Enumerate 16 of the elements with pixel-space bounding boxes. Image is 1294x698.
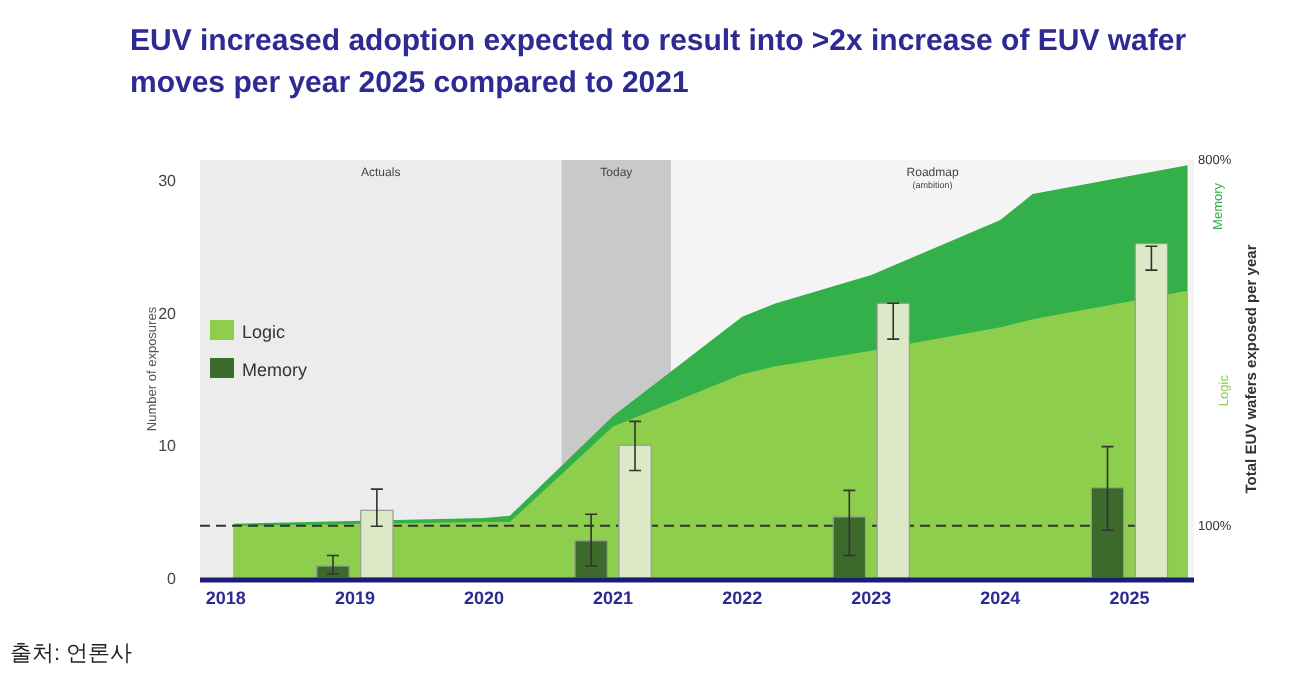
x-tick-label: 2018: [205, 588, 246, 608]
chart-title: EUV increased adoption expected to result into >2x increase of EUV wafer moves per year 2025 compared to 2021: [130, 24, 1187, 100]
source-note: 출처: 언론사: [10, 642, 133, 666]
y-tick-label: 0: [167, 570, 178, 588]
legend-label: Memory: [242, 360, 308, 380]
x-tick-label: 2024: [980, 588, 1021, 608]
y-tick-label: 30: [158, 171, 178, 190]
x-tick-label: 2025: [1109, 588, 1150, 608]
x-tick-label: 2020: [463, 588, 505, 608]
x-tick-label: 2022: [722, 588, 763, 608]
x-tick-label: 2019: [334, 588, 375, 608]
x-tick-label: 2023: [851, 588, 892, 608]
y-tick-label: 10: [158, 437, 178, 456]
y-tick-label: 20: [158, 304, 178, 323]
x-tick-label: 2021: [593, 588, 634, 608]
legend-label: Logic: [242, 322, 287, 342]
